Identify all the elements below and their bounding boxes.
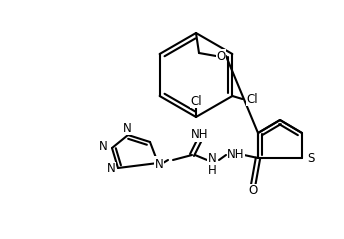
Text: S: S bbox=[307, 152, 315, 164]
Text: N: N bbox=[154, 158, 163, 170]
Text: N: N bbox=[107, 163, 115, 175]
Text: H: H bbox=[208, 163, 216, 176]
Text: N: N bbox=[122, 121, 131, 135]
Text: Cl: Cl bbox=[190, 94, 202, 108]
Text: NH: NH bbox=[227, 148, 245, 162]
Text: N: N bbox=[154, 157, 163, 169]
Text: N: N bbox=[99, 141, 107, 153]
Text: N: N bbox=[208, 152, 216, 164]
Text: Cl: Cl bbox=[247, 92, 258, 105]
Text: NH: NH bbox=[191, 129, 209, 141]
Text: O: O bbox=[216, 49, 226, 63]
Text: O: O bbox=[248, 185, 258, 197]
